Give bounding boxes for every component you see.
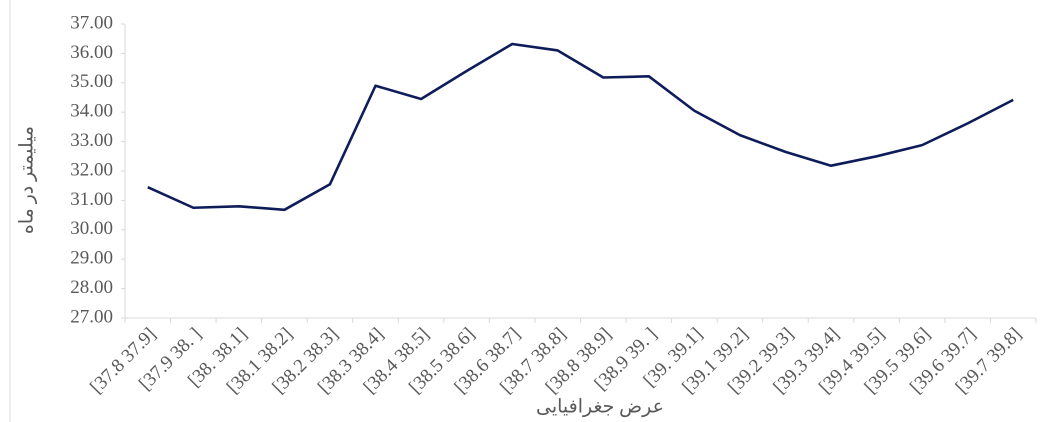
y-tick-label: 31.00 xyxy=(70,189,113,210)
y-axis-title: میلیمتر در ماه xyxy=(16,126,37,234)
y-tick-label: 30.00 xyxy=(70,218,113,239)
y-tick-label: 29.00 xyxy=(70,248,113,269)
y-tick-label: 27.00 xyxy=(70,306,113,327)
y-tick-label: 33.00 xyxy=(70,130,113,151)
x-axis-title: عرض جغرافیایی xyxy=(536,396,664,417)
line xyxy=(147,42,1014,212)
y-tick-label: 32.00 xyxy=(70,159,113,180)
y-tick-label: 34.00 xyxy=(70,101,113,122)
y-tick-label: 35.00 xyxy=(70,71,113,92)
y-tick-label: 37.00 xyxy=(70,12,113,33)
y-tick-label: 28.00 xyxy=(70,277,113,298)
y-tick-label: 36.00 xyxy=(70,42,113,63)
